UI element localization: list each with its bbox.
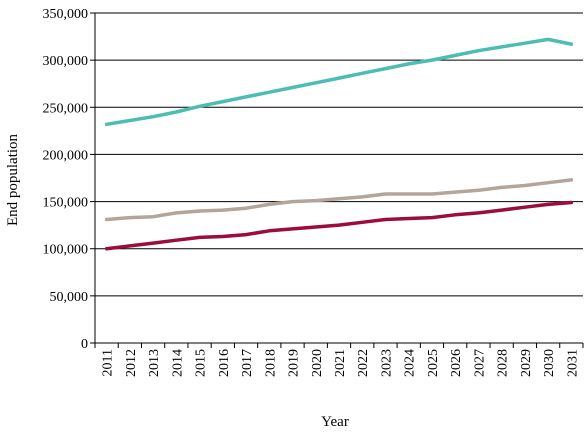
- y-tick-label: 250,000: [43, 101, 89, 116]
- series-line-3: [104, 200, 574, 251]
- x-tick-label: 2024: [403, 349, 418, 377]
- x-tick-label: 2028: [496, 349, 511, 377]
- x-tick-label: 2021: [333, 349, 348, 377]
- x-tick-label: 2018: [263, 349, 278, 377]
- x-tick-label: 2030: [542, 349, 557, 377]
- gridlines: [95, 12, 583, 297]
- x-tick-label: 2026: [449, 349, 464, 377]
- y-tick-label: 200,000: [43, 148, 89, 163]
- x-tick-label: 2012: [124, 349, 139, 377]
- y-axis-label: End population: [5, 133, 21, 226]
- x-tick-labels: 2011 2012 2013 2014 2015 2016 2017 2018 2019 2020…: [101, 349, 581, 377]
- x-tick-label: 2020: [310, 349, 325, 377]
- y-tick-label: 300,000: [43, 54, 89, 69]
- series-lines: [104, 37, 574, 251]
- x-tick-label: 2027: [472, 349, 487, 377]
- x-tick-label: 2016: [217, 349, 232, 377]
- y-tick-labels: 0 50,000 100,000 150,000 200,000 250,000 300,0…: [43, 7, 89, 352]
- x-tick-label: 2029: [519, 349, 534, 377]
- x-tick-label: 2011: [101, 349, 116, 376]
- y-tick-label: 50,000: [50, 290, 89, 305]
- x-tick-label: 2013: [147, 349, 162, 377]
- y-tick-label: 100,000: [43, 243, 89, 258]
- x-tick-label: 2019: [287, 349, 302, 377]
- x-tick-label: 2015: [194, 349, 209, 377]
- x-tick-label: 2031: [565, 349, 580, 377]
- x-tick-label: 2025: [426, 349, 441, 377]
- y-tick-label: 0: [81, 337, 88, 352]
- y-tick-label: 150,000: [43, 196, 89, 211]
- x-axis-label: Year: [321, 414, 349, 430]
- y-tick-label: 350,000: [43, 7, 89, 22]
- x-tick-label: 2014: [170, 349, 185, 377]
- x-tick-label: 2022: [356, 349, 371, 377]
- axes: [90, 12, 584, 348]
- series-line-1: [104, 37, 574, 127]
- series-line-2: [104, 178, 574, 222]
- x-tick-label: 2023: [379, 349, 394, 377]
- x-tick-label: 2017: [240, 349, 255, 377]
